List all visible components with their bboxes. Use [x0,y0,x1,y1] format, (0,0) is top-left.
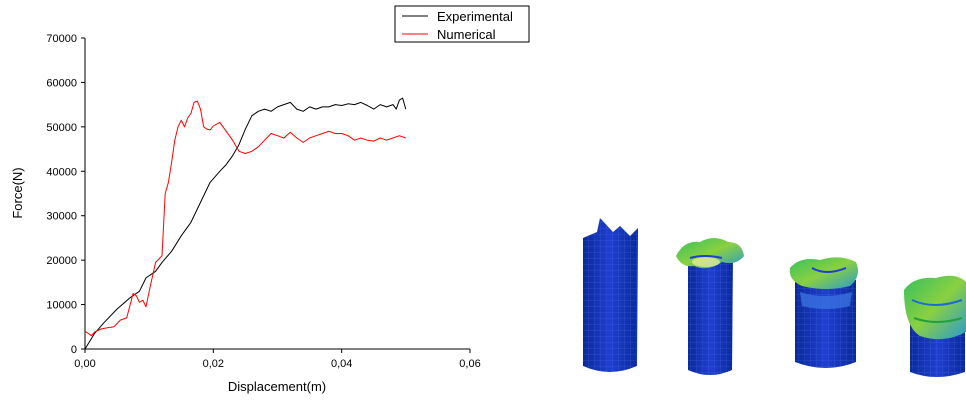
y-tick-label: 30000 [46,211,77,223]
x-tick-label: 0,04 [331,358,352,370]
y-tick-label: 70000 [46,33,77,45]
legend: Experimental Numerical [394,5,530,43]
undeformed-tube-icon [583,218,638,372]
y-tick-label: 10000 [46,300,77,312]
x-ticks: 0,00 0,02 0,04 0,06 [74,349,481,370]
x-tick-label: 0,06 [459,358,480,370]
x-axis-title: Displacement(m) [228,379,326,394]
x-tick-label: 0,00 [74,358,95,370]
y-tick-label: 60000 [46,77,77,89]
series-line-experimental [84,97,407,350]
y-ticks: 0 10000 20000 30000 40000 50000 60000 70000 [46,33,85,356]
mid-crush-tube-icon [789,257,858,368]
y-tick-label: 20000 [46,255,77,267]
early-fold-tube-icon [676,238,744,375]
y-tick-label: 0 [71,344,77,356]
late-crush-tube-icon [904,275,966,377]
legend-label-numerical: Numerical [437,27,496,42]
y-axis-title: Force(N) [10,167,25,218]
legend-box [394,5,530,43]
crush-sequence-illustration [583,218,966,377]
series-line-numerical [84,100,406,337]
y-tick-label: 50000 [46,122,77,134]
force-displacement-chart: 0 10000 20000 30000 40000 50000 60000 70000 0,0… [10,5,530,394]
y-tick-label: 40000 [46,166,77,178]
legend-label-experimental: Experimental [437,9,513,24]
series-layer [84,97,407,350]
x-tick-label: 0,02 [203,358,224,370]
